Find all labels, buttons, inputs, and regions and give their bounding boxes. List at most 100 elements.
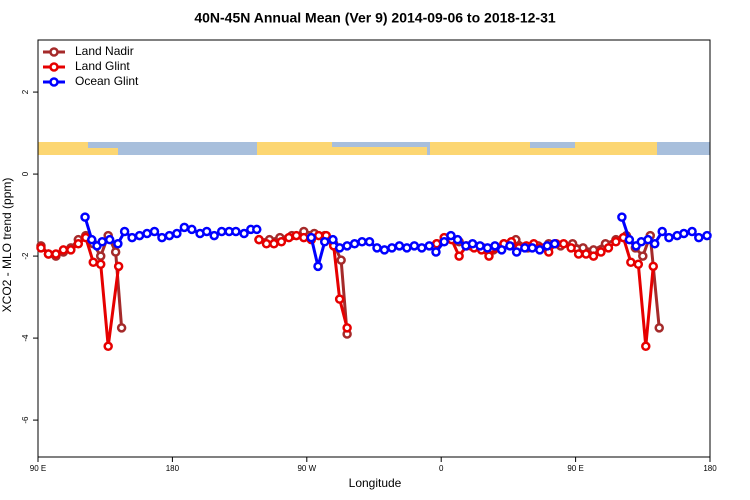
point: [452, 234, 463, 245]
point: [439, 236, 449, 247]
x-tick-label: 90 E: [30, 464, 46, 473]
point: [299, 232, 309, 243]
point: [611, 236, 621, 247]
point: [179, 222, 190, 233]
x-tick-label: 180: [703, 464, 717, 473]
point: [603, 243, 614, 253]
point: [43, 249, 54, 259]
point: [127, 232, 137, 243]
point: [702, 230, 712, 241]
point: [51, 249, 61, 259]
point: [157, 232, 167, 243]
x-tick-label: 180: [166, 464, 180, 473]
point: [103, 341, 113, 352]
point: [633, 259, 644, 270]
point: [573, 249, 584, 259]
point: [496, 245, 507, 255]
point: [334, 243, 345, 253]
point: [649, 239, 660, 249]
point: [409, 241, 420, 251]
point: [482, 243, 493, 253]
point: [490, 241, 500, 251]
point: [364, 236, 375, 247]
legend-marker: [49, 47, 59, 57]
y-axis-label: XCO2 - MLO trend (ppm): [0, 178, 14, 313]
point: [313, 261, 323, 272]
point: [657, 226, 667, 237]
point: [643, 234, 653, 245]
point: [113, 239, 123, 249]
point: [164, 230, 175, 241]
map-strip: [38, 142, 710, 155]
point: [119, 226, 130, 237]
point: [110, 247, 121, 257]
point: [231, 226, 241, 237]
point: [581, 249, 591, 259]
point: [342, 241, 352, 251]
point: [417, 243, 427, 253]
point: [372, 243, 382, 253]
point: [431, 247, 441, 257]
point: [291, 230, 302, 241]
point: [542, 241, 552, 251]
point: [641, 341, 651, 352]
point: [319, 236, 330, 247]
point: [142, 228, 152, 239]
point: [379, 245, 390, 255]
point: [596, 247, 606, 257]
point: [252, 224, 262, 235]
point: [558, 239, 569, 249]
point: [638, 251, 648, 261]
point: [284, 232, 294, 243]
point: [520, 243, 530, 253]
point: [626, 257, 636, 267]
x-tick-label: 90 W: [297, 464, 316, 473]
point: [276, 236, 287, 247]
point: [201, 226, 212, 237]
point: [694, 232, 704, 243]
y-tick-label: -4: [21, 334, 30, 342]
y-tick-label: -6: [21, 416, 30, 424]
point: [402, 243, 412, 253]
y-tick-label: 2: [21, 89, 30, 94]
point: [342, 323, 352, 333]
point: [172, 228, 182, 239]
point: [261, 239, 272, 249]
point: [254, 234, 264, 245]
point: [588, 251, 599, 261]
legend-marker: [49, 62, 59, 72]
point: [95, 259, 106, 270]
point: [313, 230, 324, 241]
point: [424, 241, 435, 251]
point: [134, 230, 145, 241]
legend-marker: [49, 77, 59, 87]
point: [88, 257, 99, 267]
point: [113, 261, 124, 272]
point: [511, 247, 522, 257]
point: [535, 245, 545, 255]
legend-label: Land Glint: [75, 59, 130, 73]
point: [239, 228, 249, 239]
point: [484, 251, 494, 261]
x-axis-label: Longitude: [349, 476, 402, 490]
point: [269, 239, 279, 249]
point: [349, 239, 360, 249]
point: [336, 255, 346, 265]
point: [80, 212, 90, 222]
point: [97, 236, 107, 247]
legend-label: Land Nadir: [75, 44, 134, 58]
point: [36, 243, 46, 253]
point: [87, 234, 97, 245]
point: [209, 230, 219, 241]
point: [446, 230, 456, 241]
point: [505, 241, 515, 251]
y-tick-label: 0: [21, 171, 30, 176]
point: [624, 234, 635, 245]
point: [654, 323, 664, 333]
legend-label: Ocean Glint: [75, 74, 139, 88]
point: [648, 261, 659, 272]
y-tick-label: -2: [21, 252, 30, 260]
point: [187, 224, 197, 235]
point: [566, 243, 576, 253]
point: [104, 234, 115, 245]
